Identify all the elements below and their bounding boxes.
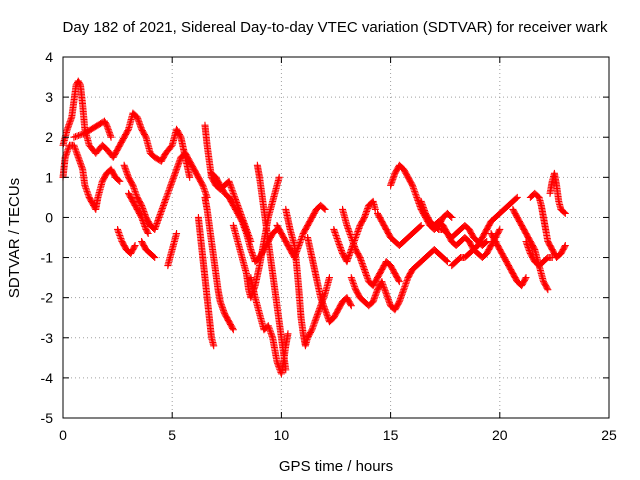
- y-tick-label: -1: [41, 250, 54, 266]
- data-point: [561, 242, 569, 250]
- data-point: [543, 284, 551, 292]
- data-point: [521, 275, 529, 283]
- y-tick-label: -2: [41, 290, 54, 306]
- data-point: [371, 205, 379, 213]
- data-point: [448, 213, 456, 221]
- data-point: [150, 253, 158, 261]
- data-point: [76, 131, 84, 139]
- y-tick-label: 3: [45, 89, 53, 105]
- gridlines: [63, 57, 609, 418]
- y-tick-label: 0: [45, 209, 53, 225]
- y-axis-label: SDTVAR / TECUs: [6, 178, 23, 298]
- data-point: [495, 227, 503, 235]
- data-point: [115, 176, 123, 184]
- y-tick-label: 2: [45, 129, 53, 145]
- y-axis: -5 -4 -3 -2 -1 0 1 2 3 4: [41, 49, 609, 426]
- y-tick-label: -3: [41, 330, 54, 346]
- data-point: [512, 194, 520, 202]
- x-tick-label: 25: [601, 427, 617, 443]
- data-point: [124, 127, 132, 135]
- x-tick-label: 0: [59, 427, 67, 443]
- data-point: [482, 239, 490, 247]
- chart-title: Day 182 of 2021, Sidereal Day-to-day VTE…: [63, 19, 608, 36]
- data-point: [167, 143, 175, 151]
- data-point: [210, 342, 218, 350]
- data-point: [561, 243, 569, 251]
- data-point: [321, 205, 329, 213]
- data-point: [130, 243, 138, 251]
- data-point: [173, 229, 181, 237]
- data-point: [522, 274, 530, 282]
- data-point: [320, 204, 328, 212]
- data-point: [275, 173, 283, 181]
- data-point: [496, 225, 504, 233]
- data-point: [70, 133, 78, 141]
- data-point: [530, 244, 538, 252]
- data-point: [144, 229, 152, 237]
- y-tick-label: -4: [41, 370, 54, 386]
- y-tick-label: -5: [41, 410, 54, 426]
- x-tick-label: 15: [383, 427, 399, 443]
- data-point: [73, 132, 81, 140]
- data-point: [143, 228, 151, 236]
- data-points: [59, 77, 569, 378]
- data-point: [116, 177, 124, 185]
- x-tick-label: 10: [274, 427, 290, 443]
- data-point: [186, 173, 194, 181]
- y-tick-label: 1: [45, 169, 53, 185]
- data-point: [395, 278, 403, 286]
- plot-frame: [62, 56, 610, 419]
- data-point: [443, 258, 451, 266]
- data-point: [561, 209, 569, 217]
- data-point: [513, 193, 521, 201]
- data-point: [347, 302, 355, 310]
- data-point: [78, 130, 86, 138]
- data-point: [560, 208, 568, 216]
- data-point: [325, 274, 333, 282]
- x-axis-label: GPS time / hours: [279, 458, 393, 475]
- data-point: [71, 133, 79, 141]
- data-point: [107, 133, 115, 141]
- x-axis: 0 5 10 15 20 25: [59, 57, 617, 443]
- data-point: [75, 132, 83, 140]
- data-point: [141, 132, 149, 140]
- data-point: [395, 276, 403, 284]
- data-point: [284, 330, 292, 338]
- x-tick-label: 20: [492, 427, 508, 443]
- data-point: [151, 254, 159, 262]
- data-point: [229, 324, 237, 332]
- data-point: [548, 254, 556, 262]
- data-point: [417, 221, 425, 229]
- data-point: [442, 257, 450, 265]
- data-point: [416, 222, 424, 230]
- data-point: [131, 242, 139, 250]
- data-point: [229, 326, 237, 334]
- data-point: [447, 212, 455, 220]
- x-tick-label: 5: [168, 427, 176, 443]
- data-point: [483, 238, 491, 246]
- data-point: [347, 300, 355, 308]
- y-tick-label: 4: [45, 49, 53, 65]
- data-point: [544, 286, 552, 294]
